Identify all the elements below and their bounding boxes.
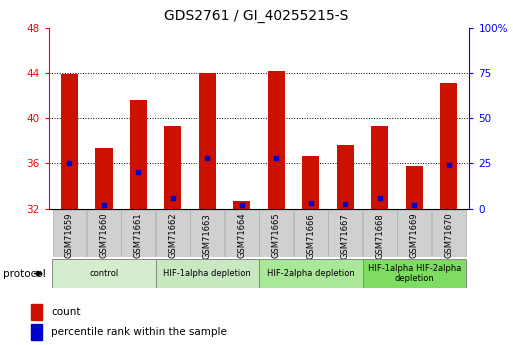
Text: GSM71663: GSM71663 <box>203 213 212 258</box>
FancyBboxPatch shape <box>260 210 293 257</box>
FancyBboxPatch shape <box>363 210 397 257</box>
Text: GSM71666: GSM71666 <box>306 213 315 258</box>
Bar <box>31 304 42 320</box>
Bar <box>199 73 216 209</box>
Text: GSM71659: GSM71659 <box>65 213 74 258</box>
Bar <box>406 166 423 209</box>
Text: GSM71661: GSM71661 <box>134 213 143 258</box>
Text: GSM71662: GSM71662 <box>168 213 177 258</box>
FancyBboxPatch shape <box>294 210 328 257</box>
Text: GDS2761 / GI_40255215-S: GDS2761 / GI_40255215-S <box>164 9 349 23</box>
Bar <box>337 145 354 209</box>
Bar <box>371 126 388 209</box>
FancyBboxPatch shape <box>259 259 363 288</box>
Text: GSM71669: GSM71669 <box>410 213 419 258</box>
FancyBboxPatch shape <box>87 210 121 257</box>
Text: GSM71668: GSM71668 <box>375 213 384 258</box>
Text: HIF-2alpha depletion: HIF-2alpha depletion <box>267 269 354 278</box>
Text: GSM71664: GSM71664 <box>238 213 246 258</box>
Bar <box>164 126 182 209</box>
FancyBboxPatch shape <box>363 259 466 288</box>
Bar <box>31 324 42 340</box>
Text: control: control <box>89 269 119 278</box>
Bar <box>268 71 285 209</box>
Bar <box>302 156 320 209</box>
FancyBboxPatch shape <box>432 210 466 257</box>
FancyBboxPatch shape <box>52 259 155 288</box>
Text: percentile rank within the sample: percentile rank within the sample <box>51 327 227 337</box>
FancyBboxPatch shape <box>225 210 259 257</box>
Text: GSM71670: GSM71670 <box>444 213 453 258</box>
FancyBboxPatch shape <box>190 210 224 257</box>
Text: count: count <box>51 307 81 317</box>
FancyBboxPatch shape <box>398 210 431 257</box>
Text: GSM71667: GSM71667 <box>341 213 350 258</box>
FancyBboxPatch shape <box>328 210 362 257</box>
Bar <box>61 74 78 209</box>
FancyBboxPatch shape <box>122 210 155 257</box>
FancyBboxPatch shape <box>155 259 259 288</box>
Text: protocol: protocol <box>3 269 45 278</box>
FancyBboxPatch shape <box>52 210 86 257</box>
FancyBboxPatch shape <box>156 210 190 257</box>
Bar <box>95 148 112 209</box>
Bar <box>440 83 457 209</box>
Text: GSM71660: GSM71660 <box>100 213 108 258</box>
Text: HIF-1alpha depletion: HIF-1alpha depletion <box>164 269 251 278</box>
Text: GSM71665: GSM71665 <box>272 213 281 258</box>
Bar <box>130 100 147 209</box>
Text: HIF-1alpha HIF-2alpha
depletion: HIF-1alpha HIF-2alpha depletion <box>367 264 461 283</box>
Bar <box>233 201 250 209</box>
